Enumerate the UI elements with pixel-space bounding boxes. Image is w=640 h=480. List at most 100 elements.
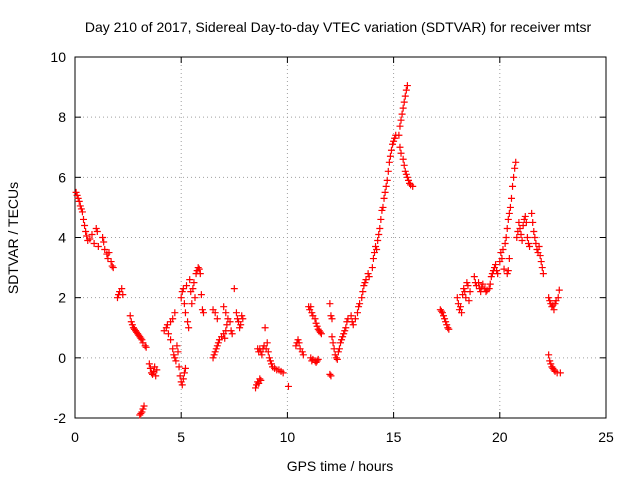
data-point-marker [517,230,525,238]
data-point-marker [99,234,107,241]
data-point-marker [361,279,369,287]
data-point-marker [188,300,196,308]
data-point-marker [364,270,372,278]
data-point-marker [197,291,205,299]
data-point-marker [493,267,501,275]
data-point-marker [139,405,147,413]
x-tick-label: 20 [492,429,508,445]
data-point-marker [108,262,116,270]
data-point-marker [195,265,203,273]
data-point-marker [504,215,512,223]
data-point-marker [546,357,554,365]
data-point-marker [327,372,335,380]
data-point-marker [220,303,228,311]
data-point-marker [457,303,465,311]
data-point-marker [402,86,410,94]
data-point-marker [178,381,186,389]
data-point-marker [396,143,404,151]
data-point-marker [167,336,175,344]
data-point-marker [524,240,532,248]
data-point-marker [374,237,382,245]
data-point-marker [344,315,352,323]
data-point-marker [518,237,526,245]
data-point-marker [267,360,275,368]
data-point-marker [175,363,183,371]
data-point-marker [228,330,236,338]
data-point-marker [128,321,136,329]
data-point-marker [404,176,412,184]
data-point-marker [530,227,538,235]
data-point-marker [213,315,221,323]
x-tick-label: 0 [71,429,79,445]
data-point-marker [400,161,408,169]
y-tick-label: 10 [50,49,66,65]
data-point-marker [376,224,384,232]
data-point-marker [78,208,86,216]
data-point-marker [171,354,179,362]
data-point-marker [351,315,359,323]
data-point-marker [88,230,96,238]
data-point-marker [149,370,157,378]
data-point-marker [440,312,448,320]
data-point-marker [409,182,417,190]
data-point-marker [458,309,466,317]
data-point-marker [73,191,81,199]
data-point-marker [550,366,558,374]
data-point-marker [475,279,483,287]
data-point-marker [532,240,540,248]
data-point-marker [142,343,150,351]
y-tick-label: 2 [58,290,66,306]
data-point-marker [444,324,452,332]
data-point-marker [399,155,407,163]
data-point-marker [479,280,487,288]
data-point-marker [340,330,348,338]
data-point-marker [211,309,219,317]
data-point-marker [179,375,187,383]
data-point-marker [401,92,409,100]
data-point-marker [230,285,238,293]
data-point-marker [294,336,302,344]
data-point-marker [222,309,230,317]
data-point-marker [537,258,545,266]
data-point-marker [386,152,394,160]
data-point-marker [470,273,478,281]
data-point-marker [209,354,217,362]
y-axis-label: SDTVAR / TECUs [5,182,21,294]
x-tick-label: 15 [386,429,402,445]
data-point-marker [338,336,346,344]
data-point-marker [295,339,303,347]
data-point-marker [375,230,383,238]
data-point-marker [100,238,108,246]
grid-lines [75,57,606,418]
data-point-marker [83,232,91,240]
y-tick-label: 4 [58,230,66,246]
data-point-marker [109,264,117,272]
chart-title: Day 210 of 2017, Sidereal Day-to-day VTE… [85,19,592,35]
data-point-marker [453,294,461,302]
data-point-marker [516,224,524,232]
data-point-marker [360,282,368,290]
data-point-marker [196,270,204,278]
data-point-marker [162,324,170,332]
data-point-marker [137,409,145,417]
data-point-marker [81,221,89,229]
data-point-marker [237,321,245,329]
data-point-marker [397,149,405,157]
data-point-marker [327,312,335,320]
data-point-marker [153,366,161,374]
data-point-marker [264,348,272,356]
data-point-marker [337,339,344,347]
data-point-marker [494,270,502,278]
data-point-marker [482,288,490,296]
data-point-marker [536,252,544,260]
data-point-marker [551,300,559,308]
data-point-marker [355,303,363,311]
data-point-marker [486,280,494,288]
data-point-marker [503,224,511,232]
data-point-marker [176,372,184,380]
data-point-marker [140,402,148,410]
data-point-marker [138,408,146,416]
data-point-marker [368,264,376,272]
data-point-marker [74,194,82,202]
